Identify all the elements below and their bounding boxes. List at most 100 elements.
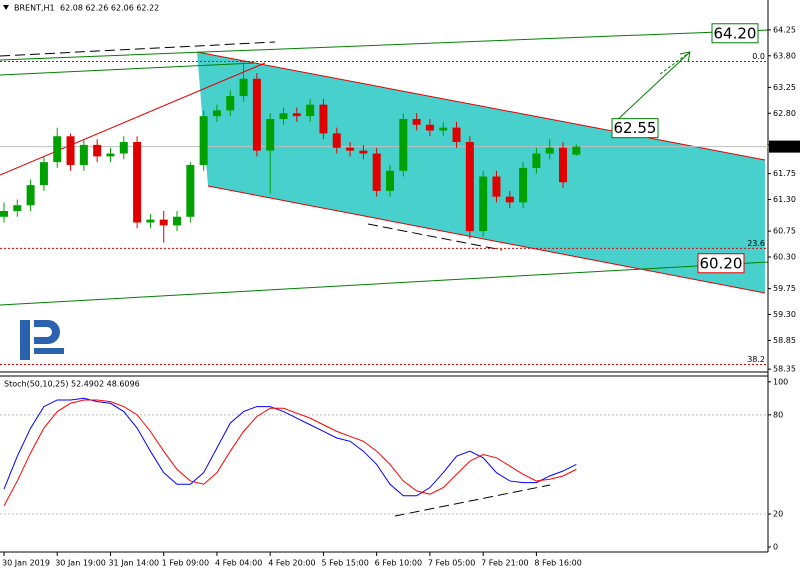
candle-body [412, 119, 421, 125]
candle-body [372, 153, 381, 191]
trend-line [367, 223, 503, 251]
x-tick-label: 8 Feb 16:00 [534, 559, 581, 568]
annotation-label: 62.55 [614, 119, 657, 137]
candle-body [119, 142, 128, 154]
candle-body [39, 162, 48, 186]
candle-body [519, 167, 528, 203]
channel-line [196, 51, 766, 161]
candle-body [26, 185, 35, 206]
trend-line [0, 62, 266, 176]
candle-body [93, 144, 102, 157]
candle-body [0, 211, 8, 217]
x-tick-label: 6 Feb 10:00 [375, 559, 422, 568]
fib-label: 23.6 [747, 239, 765, 248]
fib-label: 38.2 [747, 355, 765, 364]
y-tick-label: 60.75 [773, 227, 796, 236]
y-tick-label: 63.80 [773, 51, 796, 60]
candle-body [252, 78, 261, 151]
candle-body [545, 147, 554, 154]
candle-body [439, 127, 448, 131]
candle-body [385, 170, 394, 191]
y-tick-label: 61.75 [773, 169, 796, 178]
annotation-box [711, 23, 759, 44]
trend-line [0, 41, 276, 57]
candle-body [346, 147, 355, 151]
annotation-box [611, 118, 659, 139]
candle-body [332, 133, 341, 148]
candle-body [505, 196, 514, 203]
x-tick-label: 5 Feb 15:00 [321, 559, 368, 568]
candle-body [53, 136, 62, 163]
candle-body [199, 116, 208, 166]
candle-body [266, 119, 275, 151]
candle-body [146, 219, 155, 223]
trend-line [0, 261, 769, 306]
candle-body [306, 104, 315, 117]
y-tick-label: 64.25 [773, 25, 796, 34]
y-tick-label: 61.30 [773, 195, 796, 204]
fib-label: 0.0 [752, 52, 765, 61]
x-tick-label: 30 Jan 19:00 [55, 559, 106, 568]
y-tick-label: 63.25 [773, 83, 796, 92]
y-tick-label: 62.80 [773, 109, 796, 118]
candle-body [239, 78, 248, 97]
candle-body [292, 113, 301, 117]
candle-body [173, 216, 182, 226]
x-tick-label: 4 Feb 20:00 [268, 559, 315, 568]
candle-body [425, 124, 434, 131]
candle-body [13, 205, 22, 212]
y-tick-label: 100 [773, 377, 788, 386]
candle-body [133, 142, 142, 223]
annotation-box [697, 253, 745, 274]
candle-body [479, 176, 488, 232]
trend-line [0, 62, 256, 76]
candle-body [572, 146, 581, 155]
last-price-label: 62.22 [772, 142, 795, 151]
y-tick-label: 0 [773, 543, 778, 552]
trend-line [394, 484, 551, 517]
price-channel [197, 52, 765, 293]
candle-body [452, 127, 461, 143]
stoch-line [3, 399, 577, 506]
y-tick-label: 59.30 [773, 310, 796, 319]
candle-body [532, 153, 541, 168]
last-price-box [769, 140, 800, 153]
arrow [659, 51, 691, 75]
candle-body [186, 165, 195, 217]
drawings [0, 0, 769, 553]
menu-arrow [3, 5, 9, 10]
candle-body [79, 144, 88, 166]
candle-body [492, 176, 501, 197]
indicator-title: Stoch(50,10,25) 52.4902 48.6096 [4, 380, 140, 389]
arrow [614, 51, 691, 123]
y-tick-label: 58.35 [773, 365, 796, 374]
channel-line [207, 185, 766, 294]
candle-body [399, 119, 408, 171]
y-tick-label: 58.85 [773, 336, 796, 345]
candle-body [359, 150, 368, 154]
y-tick-label: 59.75 [773, 284, 796, 293]
x-tick-label: 31 Jan 14:00 [108, 559, 159, 568]
candle-body [159, 219, 168, 226]
ohlc-label: 62.08 62.26 62.06 62.22 [60, 4, 159, 13]
candle-body [226, 96, 235, 111]
trend-line [0, 29, 769, 61]
x-tick-label: 7 Feb 05:00 [428, 559, 475, 568]
candle-body [319, 104, 328, 134]
annotation-label: 64.20 [714, 24, 757, 42]
candle-body [106, 153, 115, 157]
candle-body [212, 110, 221, 117]
x-tick-label: 7 Feb 21:00 [481, 559, 528, 568]
x-tick-label: 4 Feb 04:00 [215, 559, 262, 568]
logo [20, 320, 64, 360]
y-tick-label: 60.30 [773, 253, 796, 262]
candle-body [279, 113, 288, 120]
chart-title: BRENT,H1 [14, 4, 55, 13]
candle-body [465, 142, 474, 232]
annotation-label: 60.20 [700, 254, 743, 272]
candle-body [559, 147, 568, 183]
y-tick-label: 20 [773, 509, 783, 518]
x-tick-label: 1 Feb 09:00 [162, 559, 209, 568]
